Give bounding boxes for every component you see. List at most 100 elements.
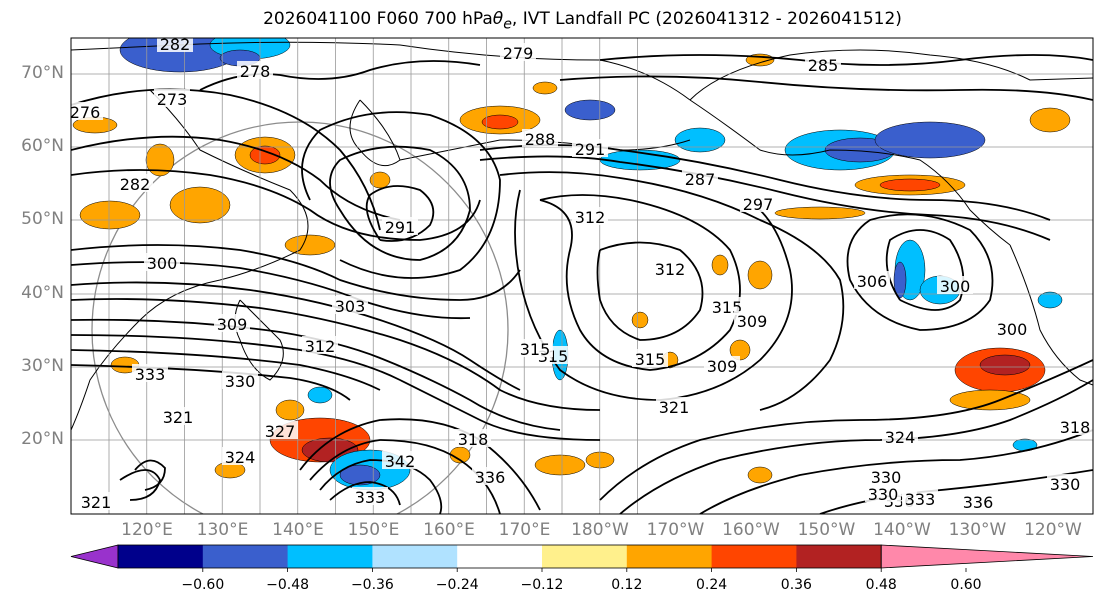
- contour-label-text: 342: [385, 452, 416, 471]
- contour-label: 279: [500, 43, 536, 63]
- contour-label-text: 330: [1050, 475, 1081, 494]
- theta-e-contour: [329, 145, 471, 261]
- ivt-pc-blob: [145, 143, 175, 177]
- theta-e-contour: [299, 418, 541, 511]
- contour-label-text: 318: [458, 430, 489, 449]
- contour-label: 324: [882, 427, 918, 447]
- theta-e-contour: [846, 213, 994, 331]
- theta-e-contour: [599, 359, 1093, 501]
- contour-label-text: 276: [70, 103, 101, 122]
- ivt-pc-blob: [79, 200, 141, 230]
- contour-label: 300: [994, 319, 1030, 339]
- contour-label-text: 287: [685, 170, 716, 189]
- colorbar-segment: [372, 545, 458, 568]
- colorbar-tick-label: −0.48: [266, 577, 310, 593]
- theta-e-contour: [71, 298, 601, 411]
- lon-label: 160°W: [722, 520, 780, 540]
- contour-label-text: 327: [265, 422, 296, 441]
- theta-e-contour: [71, 135, 401, 221]
- contour-label: 333: [902, 489, 938, 509]
- ivt-pc-blob: [307, 386, 333, 404]
- contour-label-text: 288: [525, 130, 556, 149]
- title-theta: θ: [492, 9, 504, 29]
- contour-label-text: 309: [737, 312, 768, 331]
- contour-label-text: 279: [503, 44, 534, 63]
- contour-label: 282: [157, 38, 193, 54]
- colorbar-segment: [711, 545, 797, 568]
- ivt-pc-blob: [275, 399, 305, 421]
- theta-e-contour: [134, 459, 166, 491]
- theta-e-contour: [479, 155, 1051, 241]
- contour-label-text: 318: [1060, 418, 1091, 437]
- lon-label: 130°W: [948, 520, 1007, 540]
- theta-e-contour: [71, 88, 381, 231]
- contour-label: 333: [352, 487, 388, 507]
- contour-label-text: 324: [225, 448, 256, 467]
- contour-label-text: 315: [520, 340, 551, 359]
- contour-label-text: 309: [217, 315, 248, 334]
- contour-label: 287: [682, 169, 718, 189]
- title-prefix: 2026041100 F060 700 hPa: [263, 9, 493, 29]
- theta-e-contour: [619, 379, 1093, 514]
- contour-label: 330: [222, 371, 258, 391]
- contour-label: 327: [262, 421, 298, 441]
- colorbar-tick-label: 0.12: [611, 577, 643, 593]
- contour-label-text: 273: [157, 90, 188, 109]
- landfall-range-circle: [91, 121, 509, 514]
- colorbar-segment: [626, 545, 713, 568]
- lon-label: 120°W: [1024, 520, 1082, 540]
- theta-e-contour: [119, 469, 161, 501]
- theta-e-contour: [329, 481, 401, 506]
- theta-e-contour: [71, 364, 351, 401]
- title-theta-subscript: e: [503, 16, 512, 33]
- theta-e-contour: [71, 169, 481, 241]
- contour-label-text: 330: [225, 372, 256, 391]
- ivt-pc-blob: [284, 234, 336, 256]
- ivt-pc-blob: [532, 81, 558, 95]
- ivt-pc-blob: [481, 114, 519, 130]
- lat-label: 70°N: [21, 63, 64, 83]
- contour-label: 278: [237, 61, 273, 81]
- lon-label: 120°E: [121, 520, 173, 540]
- lon-label: 140°E: [272, 520, 324, 540]
- colorbar-tick-label: −0.36: [350, 577, 394, 593]
- contour-label-text: 324: [885, 428, 916, 447]
- contour-label: 321: [78, 492, 114, 512]
- contour-label-text: 336: [475, 468, 506, 487]
- lon-label: 150°W: [797, 520, 856, 540]
- colorbar-tick-label: 0.36: [780, 577, 812, 593]
- theta-e-contour: [599, 54, 1093, 66]
- contour-label: 273: [154, 89, 190, 109]
- colorbar-outline: [117, 544, 882, 569]
- ivt-pc-blob: [1029, 107, 1071, 133]
- colorbar-tick-label: −0.60: [181, 577, 225, 593]
- contour-label: 330: [865, 484, 901, 504]
- colorbar-tick-label: 0.24: [696, 577, 728, 593]
- contour-label-text: 300: [147, 254, 178, 273]
- lon-label: 180°W: [571, 520, 629, 540]
- contour-label-text: 321: [659, 398, 690, 417]
- theta-e-contour: [71, 334, 601, 441]
- ivt-pc-blob: [747, 260, 773, 290]
- contour-label-text: 333: [135, 365, 166, 384]
- lon-label: 170°W: [646, 520, 705, 540]
- contour-label: 315: [517, 339, 553, 359]
- contour-label: 342: [382, 451, 418, 471]
- ivt-pc-blob: [169, 186, 231, 224]
- contour-label-text: 282: [120, 175, 151, 194]
- contour-label: 321: [656, 397, 692, 417]
- ivt-pc-blob: [874, 121, 986, 159]
- colorbar-segment: [202, 545, 289, 568]
- theta-e-contour: [71, 349, 381, 391]
- contour-label-text: 300: [997, 320, 1028, 339]
- ivt-pc-blob: [339, 464, 381, 486]
- colorbar-extend-min: [70, 544, 119, 569]
- ivt-pc-blob: [879, 178, 941, 192]
- contour-label: 300: [144, 253, 180, 273]
- contour-label: 324: [222, 447, 258, 467]
- contour-label-text: 333: [905, 490, 936, 509]
- contour-label: 315: [632, 349, 668, 369]
- contour-label-text: 336: [963, 493, 994, 512]
- contour-label: 291: [382, 217, 418, 237]
- coastline-alaska: [689, 49, 1093, 246]
